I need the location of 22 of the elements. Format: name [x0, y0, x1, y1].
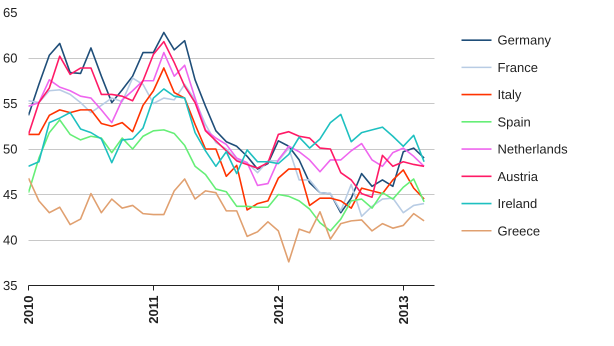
y-tick-label: 40 — [3, 232, 18, 248]
y-tick-label: 45 — [3, 187, 18, 202]
legend-label: Germany — [498, 32, 552, 48]
y-tick-label: 35 — [3, 278, 18, 293]
line-series — [28, 119, 425, 232]
legend-label: Ireland — [498, 196, 538, 212]
legend-label: Italy — [498, 87, 522, 102]
line-series — [28, 88, 425, 174]
legend-label: Spain — [498, 114, 531, 130]
legend-label: Greece — [498, 223, 540, 238]
y-tick-label: 50 — [3, 142, 18, 156]
legend-label: France — [498, 60, 538, 75]
legend-label: Austria — [498, 168, 539, 184]
x-tick-label: 2012 — [270, 296, 286, 324]
x-tick-label: 2011 — [146, 296, 161, 324]
y-tick-label: 65 — [3, 5, 18, 20]
legend-label: Netherlands — [498, 142, 568, 157]
y-tick-label: 60 — [3, 50, 18, 66]
x-tick-label: 2010 — [21, 296, 36, 324]
x-tick-label: 2013 — [396, 296, 411, 324]
y-tick-label: 55 — [3, 96, 18, 111]
line-series — [28, 177, 425, 263]
